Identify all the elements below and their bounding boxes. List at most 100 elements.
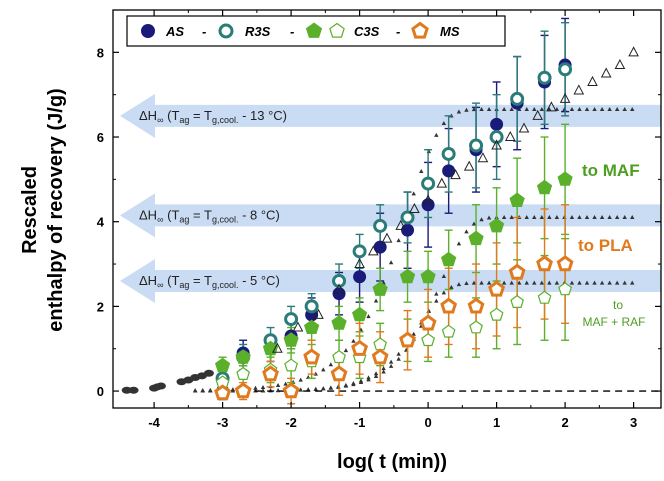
marker-short-time-data (155, 382, 166, 390)
annotation-to-small: to (613, 298, 623, 312)
fit-point (599, 214, 605, 219)
marker-c3s-filled- (557, 171, 573, 186)
marker-c3s-open- (469, 320, 483, 334)
fit-point (532, 107, 537, 111)
legend-sep: - (396, 24, 400, 39)
marker-c3s-open- (510, 294, 525, 308)
fit-point (486, 215, 492, 220)
marker-as (353, 270, 367, 284)
fit-point (464, 280, 469, 285)
marker-c3s-filled- (262, 340, 279, 356)
fit-point (622, 107, 627, 111)
fit-point (547, 214, 552, 219)
marker-c3s-open- (441, 324, 456, 338)
marker-reference-open-triangles- (573, 84, 585, 95)
annotation-to-maf: to MAF (582, 161, 640, 180)
fit-point (388, 260, 394, 265)
marker-c3s-filled- (304, 319, 320, 334)
fit-point (200, 388, 205, 393)
fit-point (366, 314, 371, 319)
marker-ms (262, 365, 279, 382)
y-tick-label: 2 (97, 299, 104, 314)
fit-point (396, 356, 401, 361)
fit-point (547, 280, 552, 285)
fit-point (479, 280, 484, 285)
asymptote-arrows: ΔH∞ (Tag = Tg,cool. - 13 °C) ΔH∞ (Tag = T… (120, 93, 661, 303)
marker-as (373, 240, 387, 254)
data-markers (121, 46, 639, 401)
marker-r3s (441, 146, 456, 161)
marker-reference-open-triangles- (491, 139, 502, 150)
fit-point (524, 280, 529, 285)
fit-point (343, 348, 349, 353)
fit-point (260, 385, 266, 390)
marker-reference-open-triangles- (587, 75, 598, 86)
fit-point (592, 107, 597, 111)
marker-c3s-filled- (283, 332, 299, 347)
marker-ms (508, 263, 526, 280)
marker-r3s (400, 210, 415, 225)
legend-label-ms: MS (440, 24, 460, 39)
marker-c3s-open- (489, 307, 504, 321)
marker-r3s (332, 273, 347, 288)
fit-point (396, 238, 401, 243)
fit-point (193, 388, 198, 393)
fit-point (630, 214, 635, 219)
fit-point (539, 214, 545, 219)
marker-ms (556, 255, 574, 272)
marker-ms (330, 365, 348, 382)
fit-point (554, 214, 560, 219)
fit-point (396, 351, 401, 356)
legend-label-as: AS (165, 24, 184, 39)
fit-point (351, 380, 356, 385)
x-tick-label: -1 (354, 415, 366, 430)
fit-point (306, 387, 311, 392)
asymptote-arrow-3 (120, 258, 661, 303)
x-tick-label: -2 (285, 415, 297, 430)
marker-reference-open-triangles- (559, 92, 571, 103)
fit-point (441, 290, 447, 295)
fit-point (388, 359, 394, 364)
fit-point (584, 214, 590, 219)
marker-reference-open-triangles- (546, 101, 557, 112)
legend-sep: - (290, 24, 294, 39)
marker-c3s-filled- (352, 306, 368, 322)
fit-point (441, 121, 447, 126)
marker-reference-open-triangles- (463, 160, 475, 171)
fit-point (343, 382, 349, 387)
plot-border (112, 9, 662, 409)
marker-reference-open-triangles- (272, 342, 283, 353)
legend-marker-as (141, 24, 155, 38)
annotation-maf-raf: MAF + RAF (582, 315, 645, 329)
marker-c3s-filled- (331, 315, 347, 330)
marker-r3s (510, 91, 525, 106)
marker-short-time-data (121, 386, 132, 394)
marker-ms (399, 331, 416, 348)
marker-reference-open-triangles- (518, 122, 530, 133)
marker-reference-open-triangles- (292, 321, 304, 332)
marker-c3s-open- (284, 358, 299, 372)
legend-marker-c3s-open (329, 22, 345, 38)
fit-point (298, 387, 303, 392)
marker-as (442, 164, 456, 178)
fit-point (328, 362, 334, 367)
y-axis-title-line2: enthalpy of recovery (J/g) (45, 88, 67, 331)
fit-point (501, 107, 507, 111)
fit-point (358, 378, 364, 383)
fit-point (366, 377, 371, 382)
fit-point (419, 168, 424, 173)
fit-point (313, 386, 318, 391)
fit-point (607, 280, 612, 285)
marker-reference-open-triangles- (367, 245, 379, 256)
marker-reference-open-triangles- (614, 58, 626, 70)
fit-point (517, 280, 522, 285)
marker-reference-open-triangles- (395, 219, 407, 230)
legend-marker-r3s (218, 23, 234, 39)
fit-point (509, 280, 514, 285)
marker-reference-open-triangles- (354, 257, 365, 269)
marker-c3s-filled- (509, 192, 525, 207)
fit-point (253, 385, 258, 390)
fit-point (373, 373, 379, 378)
fit-point (607, 107, 612, 111)
fit-point (373, 298, 379, 303)
